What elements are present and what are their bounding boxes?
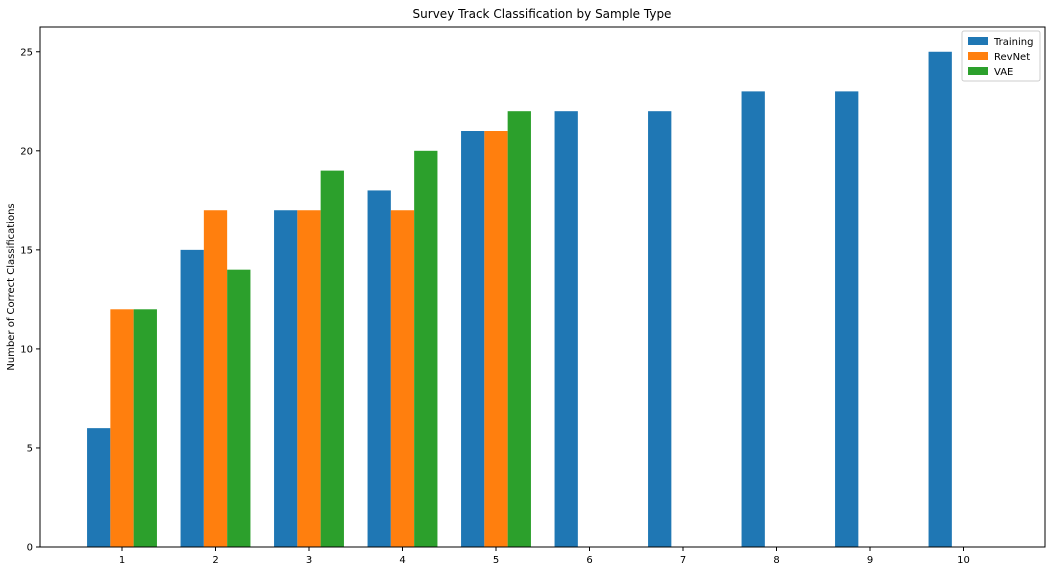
x-tick-label: 3 <box>306 555 312 566</box>
legend: Training RevNet VAE <box>961 30 1041 82</box>
bar-training-9 <box>835 91 859 547</box>
x-tick-label: 7 <box>680 555 686 566</box>
bar-revnet-4 <box>390 210 415 548</box>
bar-vae-2 <box>227 269 251 547</box>
bar-revnet-1 <box>110 309 134 547</box>
x-tick-label: 9 <box>867 555 873 566</box>
y-tick-label: 25 <box>20 47 33 58</box>
bar-training-2 <box>180 249 204 548</box>
y-tick-label: 15 <box>20 245 33 256</box>
legend-swatch-vae <box>968 67 988 75</box>
bar-training-1 <box>87 428 111 547</box>
legend-swatch-training <box>968 37 988 45</box>
bar-vae-1 <box>133 309 157 547</box>
bar-revnet-2 <box>203 210 228 548</box>
chart-title: Survey Track Classification by Sample Ty… <box>413 7 672 21</box>
bar-vae-5 <box>507 111 531 547</box>
y-tick-label: 0 <box>27 543 33 554</box>
y-tick-label: 20 <box>20 146 33 157</box>
y-axis: 0 5 10 15 20 25 <box>20 47 40 554</box>
y-tick-label: 5 <box>27 443 33 454</box>
x-tick-label: 1 <box>119 555 125 566</box>
x-tick-label: 4 <box>399 555 405 566</box>
bar-training-8 <box>741 91 765 547</box>
plot-frame <box>39 26 1046 548</box>
x-tick-label: 8 <box>773 555 779 566</box>
bar-vae-4 <box>414 150 438 547</box>
y-axis-label: Number of Correct Classifications <box>6 203 17 370</box>
x-tick-label: 10 <box>957 555 970 566</box>
bars-group <box>87 51 952 548</box>
bar-training-4 <box>367 190 391 547</box>
bar-vae-3 <box>320 170 344 547</box>
x-tick-label: 5 <box>493 555 499 566</box>
bar-training-6 <box>554 111 578 547</box>
bar-training-10 <box>928 51 952 547</box>
y-tick-label: 10 <box>20 344 33 355</box>
legend-label-training: Training <box>993 37 1033 48</box>
legend-label-vae: VAE <box>994 67 1013 78</box>
legend-swatch-revnet <box>968 52 988 60</box>
x-tick-label: 2 <box>212 555 218 566</box>
bar-training-5 <box>461 131 485 547</box>
legend-label-revnet: RevNet <box>994 52 1030 63</box>
bar-training-3 <box>274 210 298 548</box>
bar-training-7 <box>648 111 672 547</box>
bar-revnet-3 <box>297 210 321 548</box>
x-tick-label: 6 <box>586 555 592 566</box>
x-axis: 1 2 3 4 5 6 7 8 9 10 <box>119 547 970 566</box>
bar-revnet-5 <box>484 131 508 547</box>
